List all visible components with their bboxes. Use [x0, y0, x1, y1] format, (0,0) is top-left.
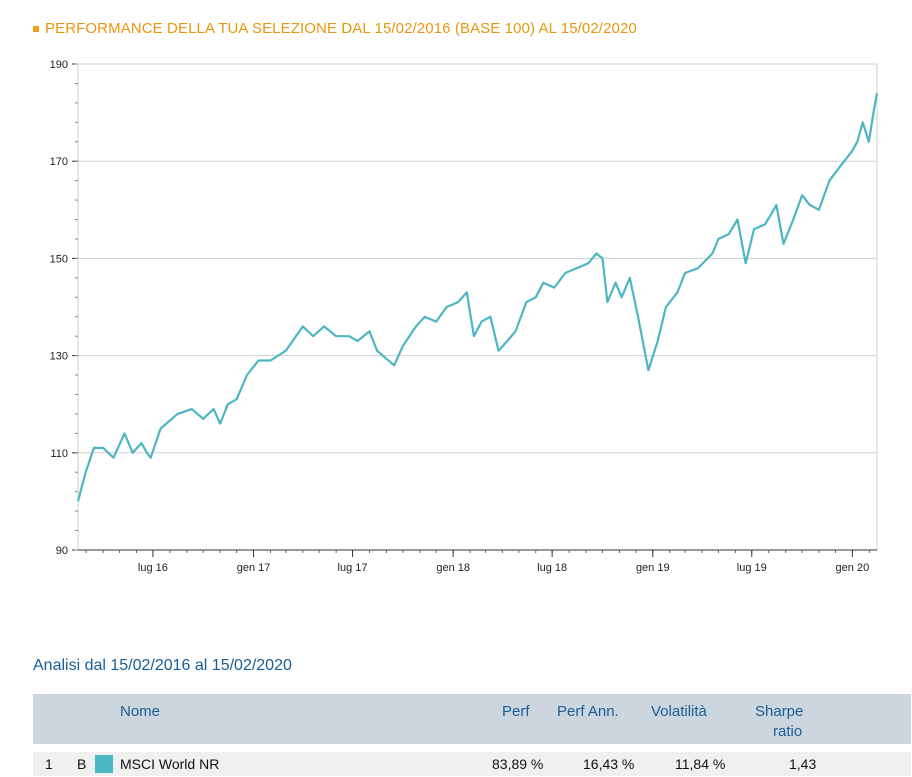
row-letter: B — [77, 756, 87, 772]
table-header: Nome Perf Perf Ann. Volatilità Sharpe ra… — [33, 694, 911, 744]
x-tick-label: gen 17 — [237, 562, 271, 574]
chart-header: PERFORMANCE DELLA TUA SELEZIONE DAL 15/0… — [33, 20, 637, 37]
y-tick-label: 190 — [50, 59, 68, 71]
y-tick-label: 110 — [50, 448, 68, 460]
y-tick-label: 90 — [56, 545, 68, 557]
x-tick-label: gen 19 — [636, 562, 670, 574]
y-tick-label: 150 — [50, 253, 68, 265]
series-color-swatch — [95, 755, 113, 773]
series-line-msci-world-nr — [76, 92, 879, 502]
column-header-perf[interactable]: Perf — [502, 703, 530, 720]
row-sharpe: 1,43 — [789, 756, 817, 772]
column-header-sharpe-ratio: ratio — [773, 723, 803, 740]
x-tick-label: lug 17 — [338, 562, 368, 574]
row-name: MSCI World NR — [120, 756, 220, 772]
column-header-sharpe[interactable]: Sharpe — [755, 703, 804, 720]
row-index: 1 — [45, 756, 53, 772]
chart-title: PERFORMANCE DELLA TUA SELEZIONE DAL 15/0… — [45, 20, 637, 37]
x-tick-label: gen 18 — [436, 562, 470, 574]
column-header-volatilita[interactable]: Volatilità — [651, 703, 707, 720]
title-marker-icon — [33, 25, 39, 32]
row-perf-ann: 16,43 % — [583, 756, 635, 772]
table-row[interactable]: 1 B MSCI World NR 83,89 % 16,43 % 11,84 … — [33, 752, 911, 776]
row-perf: 83,89 % — [492, 756, 544, 772]
plot-area — [77, 63, 878, 551]
x-tick-label: gen 20 — [836, 562, 870, 574]
analysis-title: Analisi dal 15/02/2016 al 15/02/2020 — [33, 657, 292, 674]
performance-chart: 190 170 150 130 110 90 lug 16 gen 17 lug 17 gen 1… — [50, 59, 879, 574]
row-volatilita: 11,84 % — [675, 756, 726, 772]
x-tick-label: lug 18 — [537, 562, 567, 574]
y-tick-label: 130 — [50, 351, 68, 363]
column-header-perf-ann[interactable]: Perf Ann. — [557, 703, 619, 720]
x-tick-label: lug 16 — [138, 562, 168, 574]
column-header-nome[interactable]: Nome — [120, 703, 161, 720]
x-tick-label: lug 19 — [737, 562, 767, 574]
y-tick-label: 170 — [50, 156, 68, 168]
